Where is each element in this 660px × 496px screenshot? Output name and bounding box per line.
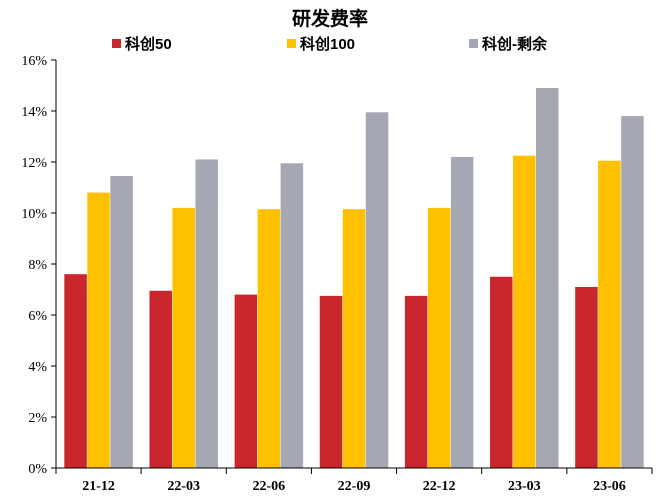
legend-item: 科创-剩余: [469, 33, 547, 53]
y-tick-label: 4%: [28, 360, 47, 375]
bar: [149, 290, 172, 468]
bar: [536, 88, 559, 469]
y-tick-label: 14%: [21, 105, 47, 120]
bar: [257, 209, 281, 468]
bar: [64, 274, 87, 468]
bar: [575, 286, 598, 468]
legend-label: 科创100: [300, 35, 356, 53]
bar: [319, 295, 343, 469]
bar: [490, 276, 513, 468]
bar: [365, 112, 389, 468]
bar: [172, 207, 195, 468]
x-tick-label: 21-12: [82, 479, 115, 494]
legend-item: 科创100: [287, 33, 355, 53]
x-tick-label: 22-09: [338, 479, 371, 494]
x-tick-label: 22-12: [423, 479, 456, 494]
bar: [621, 116, 644, 468]
bar: [513, 155, 536, 469]
y-tick-label: 8%: [28, 258, 47, 273]
x-tick-label: 23-03: [508, 479, 541, 494]
legend-item: 科创50: [112, 33, 172, 53]
bar: [450, 156, 474, 468]
chart-title: 研发费率: [291, 9, 368, 30]
bar: [280, 163, 304, 468]
x-tick-label: 22-06: [253, 479, 286, 494]
x-tick-label: 23-06: [593, 479, 626, 494]
legend-swatch: [112, 38, 121, 48]
bar: [427, 207, 451, 468]
bar: [87, 192, 110, 468]
legend-swatch: [469, 38, 478, 48]
bar: [404, 295, 428, 469]
y-tick-label: 16%: [21, 54, 47, 69]
y-tick-label: 6%: [28, 309, 47, 324]
legend-label: 科创50: [125, 35, 172, 53]
y-tick-label: 10%: [21, 207, 47, 222]
y-tick-label: 0%: [28, 462, 47, 477]
bar: [598, 160, 621, 468]
x-tick-label: 22-03: [167, 479, 200, 494]
legend: 科创50 科创100 科创-剩余: [0, 33, 660, 53]
y-tick-label: 2%: [28, 411, 47, 426]
legend-swatch: [287, 38, 296, 48]
bar: [234, 294, 258, 468]
bar: [195, 159, 218, 468]
bar: [342, 209, 366, 468]
legend-label: 科创-剩余: [482, 35, 547, 53]
y-tick-label: 12%: [21, 156, 47, 171]
bar: [110, 176, 133, 468]
